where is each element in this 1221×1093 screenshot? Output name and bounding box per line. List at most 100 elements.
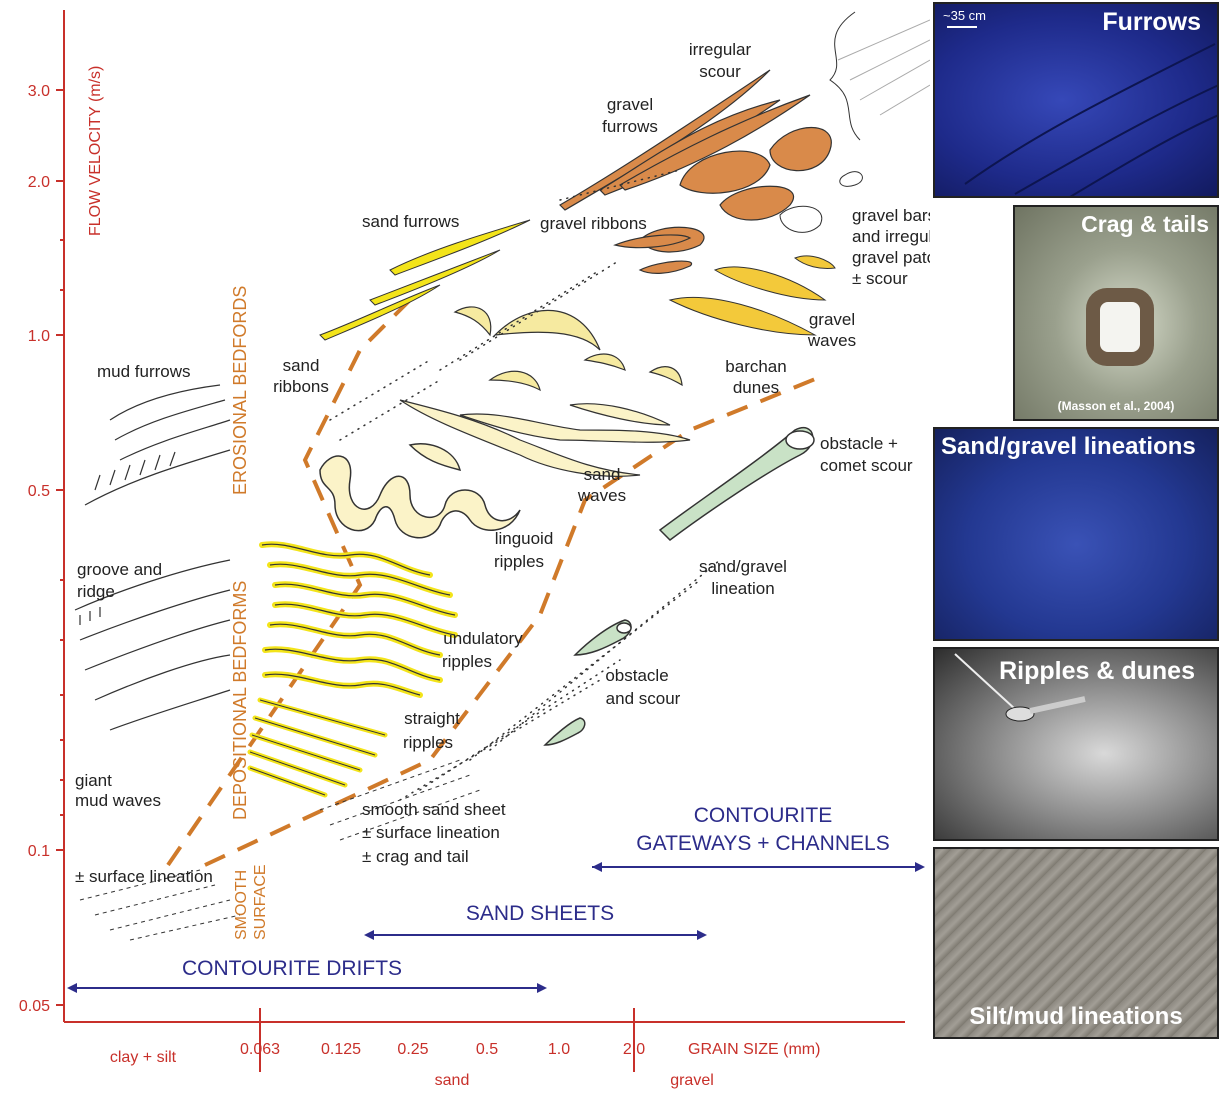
label-irregular-scour: irregular	[689, 40, 752, 59]
label-sand-ribbons: ribbons	[273, 377, 329, 396]
depositional-boundary	[204, 373, 826, 867]
label-smooth-sand-sheet: smooth sand sheet	[362, 800, 506, 819]
label-obstacle-comet: comet scour	[820, 456, 913, 475]
label-gravel-ribbons: gravel ribbons	[540, 214, 647, 233]
label-sand-waves: sand	[584, 465, 621, 484]
gravel-furrows-sketch	[559, 69, 811, 211]
zone-label-surface: SURFACE	[252, 864, 269, 940]
range-labels: CONTOURITE GATEWAYS + CHANNELS SAND SHEE…	[182, 804, 890, 980]
photo-sand-gravel-lineations: Sand/gravel lineations	[933, 427, 1219, 641]
photo-title-crag-tails: Crag & tails	[1081, 211, 1209, 237]
gravel-waves-sketch	[668, 255, 836, 336]
crag-rock	[1100, 302, 1140, 352]
y-tick-label: 0.5	[28, 483, 50, 500]
dotted-lineations-sketch	[329, 169, 721, 801]
axes	[56, 10, 905, 1072]
x-tick-label: 1.0	[548, 1041, 570, 1058]
label-barchan-dunes: dunes	[733, 378, 779, 397]
bedform-diagram: 3.0 2.0 1.0 0.5 0.1 0.05 FLOW VELOCITY (…	[19, 10, 930, 1089]
undulatory-ripples-sketch	[259, 541, 458, 698]
label-smooth-sand-sheet: ± crag and tail	[362, 847, 469, 866]
label-obstacle-scour: obstacle	[605, 666, 668, 685]
zone-labels: EROSIONAL BEDFORDS DEPOSITIONAL BEDFORMS…	[230, 286, 269, 940]
label-linguoid-ripples: ripples	[494, 552, 544, 571]
label-gravel-bars: and irregular	[852, 227, 930, 246]
label-obstacle-comet: obstacle +	[820, 434, 898, 453]
x-tick-label: 0.125	[321, 1041, 361, 1058]
label-straight-ripples: ripples	[403, 733, 453, 752]
photo-credit: (Masson et al., 2004)	[1057, 399, 1175, 413]
y-tick-label: 1.0	[28, 328, 50, 345]
label-barchan-dunes: barchan	[725, 357, 786, 376]
label-gravel-bars: ± scour	[852, 269, 908, 288]
range-arrows	[67, 862, 925, 993]
linguoid-ripples-sketch	[319, 443, 521, 539]
label-sand-gravel-lineation: sand/gravel	[699, 557, 787, 576]
label-surface-lineation: ± surface lineation	[75, 867, 213, 886]
instrument-sketch	[954, 653, 1086, 722]
bedform-sketches	[74, 11, 930, 941]
photo-title-ripples-dunes: Ripples & dunes	[999, 657, 1195, 685]
photo-crag-tails: Crag & tails (Masson et al., 2004)	[1013, 205, 1219, 421]
label-undulatory-ripples: undulatory	[443, 629, 523, 648]
y-tick-label: 3.0	[28, 83, 50, 100]
x-axis-ticklabels: 0.063 0.125 0.25 0.5 1.0 2.0 GRAIN SIZE …	[110, 1041, 821, 1089]
y-tick-label: 0.1	[28, 843, 50, 860]
bedform-labels: irregular scour gravel furrows sand furr…	[75, 40, 930, 886]
mud-furrows-sketch	[84, 384, 231, 506]
label-gravel-bars: gravel patches	[852, 248, 930, 267]
label-sand-gravel-lineation: lineation	[711, 579, 774, 598]
photo-silt-mud-lineations: Silt/mud lineations	[933, 847, 1219, 1039]
label-gravel-furrows: furrows	[602, 117, 658, 136]
label-straight-ripples: straight	[404, 709, 460, 728]
furrow-lines	[964, 43, 1217, 196]
photo-title-silt-mud-lineations: Silt/mud lineations	[969, 1003, 1183, 1030]
sand-furrows-sketch	[319, 219, 531, 341]
x-tick-label: 0.25	[397, 1041, 428, 1058]
scale-label: ~35 cm	[943, 8, 986, 23]
scale-bar	[947, 26, 977, 28]
range-label-sand-sheets: SAND SHEETS	[466, 902, 614, 925]
y-axis-ticklabels: 3.0 2.0 1.0 0.5 0.1 0.05	[19, 83, 50, 1015]
label-gravel-waves: waves	[807, 331, 856, 350]
groove-ridge-sketch	[74, 559, 231, 731]
label-gravel-furrows: gravel	[607, 95, 653, 114]
zone-label-depositional: DEPOSITIONAL BEDFORMS	[230, 581, 250, 820]
x-class-clay-silt: clay + silt	[110, 1049, 177, 1066]
photo-title-sand-gravel-lineations: Sand/gravel lineations	[941, 433, 1196, 460]
straight-ripples-outline	[249, 699, 386, 796]
label-gravel-bars: gravel bars	[852, 206, 930, 225]
label-sand-waves: waves	[577, 486, 626, 505]
label-giant-mud-waves: giant	[75, 771, 112, 790]
x-tick-label: 0.063	[240, 1041, 280, 1058]
irregular-scour-sketch	[779, 11, 930, 233]
y-tick-label: 2.0	[28, 174, 50, 191]
label-obstacle-scour: and scour	[606, 689, 681, 708]
range-label-drifts: CONTOURITE DRIFTS	[182, 957, 402, 980]
range-label-gateways: CONTOURITE	[694, 804, 832, 827]
y-tick-label: 0.05	[19, 998, 50, 1015]
label-linguoid-ripples: linguoid	[495, 529, 554, 548]
label-smooth-sand-sheet: ± surface lineation	[362, 823, 500, 842]
x-class-sand: sand	[435, 1072, 470, 1089]
undulatory-ripples-outline	[261, 543, 456, 696]
gravel-patches-sketch	[613, 127, 832, 274]
y-axis-title: FLOW VELOCITY (m/s)	[87, 66, 104, 236]
label-mud-furrows: mud furrows	[97, 362, 191, 381]
x-tick-label: 2.0	[623, 1041, 645, 1058]
x-axis-title: GRAIN SIZE (mm)	[688, 1041, 820, 1058]
label-groove-ridge: groove and	[77, 560, 162, 579]
label-sand-furrows: sand furrows	[362, 212, 459, 231]
photo-ripples-dunes: Ripples & dunes	[933, 647, 1219, 841]
label-groove-ridge: ridge	[77, 582, 115, 601]
sand-waves-sketch	[399, 399, 691, 477]
label-undulatory-ripples: ripples	[442, 652, 492, 671]
photo-title-furrows: Furrows	[1102, 8, 1201, 36]
label-sand-ribbons: sand	[283, 356, 320, 375]
x-class-gravel: gravel	[670, 1072, 714, 1089]
label-giant-mud-waves: mud waves	[75, 791, 161, 810]
label-gravel-waves: gravel	[809, 310, 855, 329]
comet-scour-sketch	[543, 427, 815, 746]
zone-label-erosional: EROSIONAL BEDFORDS	[230, 286, 250, 495]
photo-furrows: ~35 cm Furrows	[933, 2, 1219, 198]
